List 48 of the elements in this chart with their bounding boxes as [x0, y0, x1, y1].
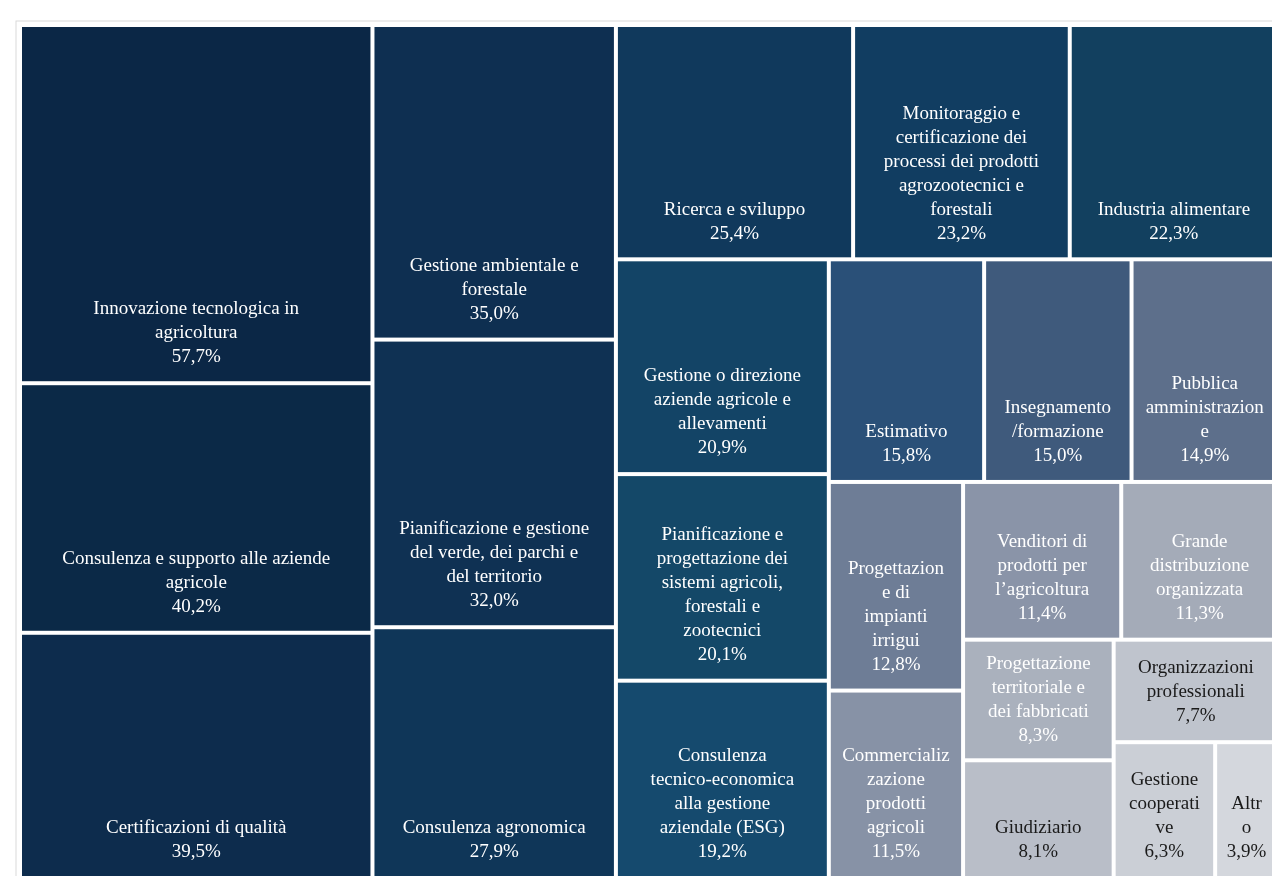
category-label: Venditori di prodotti per l’agricoltura [995, 529, 1090, 599]
category-label: Pianificazione e progettazione dei sistemi agricoli, forestali e zootecnici [656, 522, 789, 640]
category-label: Progettazione territoriale e dei fabbricati [986, 651, 1091, 721]
data-label: 23,2% [936, 221, 987, 243]
data-label: 27,9% [469, 840, 519, 862]
category-label: Certificazioni di qualità [106, 816, 288, 838]
category-label: Consulenza tecnico-economica alla gestione aziendale (ESG) [650, 744, 795, 839]
data-label: 3,9% [1226, 840, 1267, 862]
data-label: 15,8% [881, 444, 932, 466]
data-label: 39,5% [171, 840, 221, 862]
category-label: Organizzazioni professionali [1137, 656, 1254, 702]
category-label: Insegnamento /formazione [1004, 396, 1112, 442]
data-label: 40,2% [171, 594, 221, 616]
category-label: Pianificazione e gestione del verde, dei parchi e del territorio [399, 517, 590, 587]
data-label: 20,1% [697, 642, 748, 664]
data-label: 11,4% [1017, 601, 1067, 623]
data-label: 57,7% [171, 345, 221, 367]
data-label: 8,1% [1018, 840, 1059, 862]
category-label: Industria alimentare [1097, 197, 1251, 219]
data-label: 15,0% [1033, 444, 1083, 466]
data-label: 7,7% [1176, 704, 1216, 726]
category-label: Gestione ambientale e forestale [409, 253, 579, 299]
data-label: 35,0% [469, 301, 519, 323]
category-label: Monitoraggio e certificazione dei processi dei prodotti agrozootecnici e forestali [883, 101, 1039, 219]
category-label: Giudiziario [995, 816, 1082, 838]
category-label: Consulenza e supporto alle aziende agricole [62, 546, 331, 592]
data-label: 11,5% [871, 840, 921, 862]
category-label: Pubblica amministrazione [1145, 372, 1265, 442]
data-label: 14,9% [1180, 444, 1230, 466]
data-label: 22,3% [1149, 221, 1199, 243]
category-label: Estimativo [865, 420, 948, 442]
category-label: Commercializzazione prodotti agricoli [842, 744, 950, 838]
category-label: Consulenza agronomica [402, 816, 587, 838]
category-label: Innovazione tecnologica in agricoltura [93, 297, 300, 343]
data-label: 19,2% [697, 840, 748, 862]
category-label: Progettazione di impianti irrigui [847, 556, 945, 650]
category-label: Ricerca e sviluppo [663, 197, 806, 219]
category-label: Gestione cooperative [1129, 768, 1200, 838]
category-label: Grande distribuzione organizzata [1150, 529, 1250, 599]
data-label: 25,4% [709, 221, 760, 243]
data-label: 12,8% [871, 652, 921, 674]
data-label: 6,3% [1144, 840, 1185, 862]
data-label: 11,3% [1175, 601, 1224, 623]
category-label: Gestione o direzione aziende agricole e allevamenti [643, 364, 801, 434]
category-label: Altro [1231, 792, 1263, 838]
data-label: 32,0% [469, 589, 519, 611]
data-label: 8,3% [1018, 723, 1059, 745]
data-label: 20,9% [697, 436, 748, 458]
